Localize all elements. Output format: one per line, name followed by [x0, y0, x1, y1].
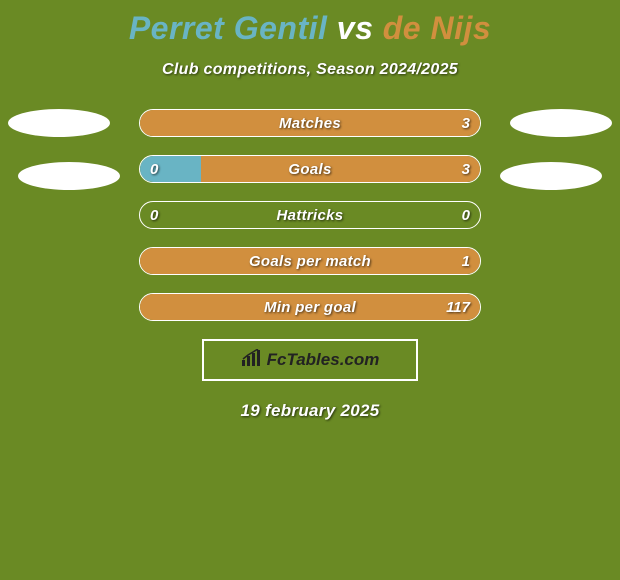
date-text: 19 february 2025: [0, 401, 620, 421]
stat-label: Goals: [140, 156, 480, 182]
stat-value-right: 3: [462, 156, 470, 182]
comparison-card: Perret Gentil vs de Nijs Club competitio…: [0, 0, 620, 580]
stats-area: Matches3Goals03Hattricks00Goals per matc…: [0, 109, 620, 321]
stat-bars: Matches3Goals03Hattricks00Goals per matc…: [139, 109, 481, 321]
stat-row: Goals per match1: [139, 247, 481, 275]
stat-value-left: 0: [150, 202, 158, 228]
avatar-placeholder-left-2: [18, 162, 120, 190]
stat-label: Min per goal: [140, 294, 480, 320]
page-title: Perret Gentil vs de Nijs: [0, 0, 620, 47]
stat-row: Hattricks0 0: [139, 201, 481, 229]
subtitle: Club competitions, Season 2024/2025: [0, 61, 620, 79]
vs-text: vs: [337, 10, 374, 46]
stat-value-right: 3: [462, 110, 470, 136]
stat-label: Matches: [140, 110, 480, 136]
avatar-placeholder-right-2: [500, 162, 602, 190]
player2-name: de Nijs: [383, 10, 491, 46]
chart-icon: [241, 349, 263, 372]
stat-label: Hattricks: [140, 202, 480, 228]
player1-name: Perret Gentil: [129, 10, 328, 46]
stat-value-left: 0: [150, 156, 158, 182]
stat-value-right: 0: [462, 202, 470, 228]
stat-row: Goals0 3: [139, 155, 481, 183]
stat-row: Min per goal117: [139, 293, 481, 321]
fctables-logo[interactable]: FcTables.com: [202, 339, 418, 381]
stat-row: Matches3: [139, 109, 481, 137]
avatar-placeholder-right-1: [510, 109, 612, 137]
stat-value-right: 1: [462, 248, 470, 274]
logo-text: FcTables.com: [267, 350, 380, 370]
stat-value-right: 117: [446, 294, 470, 320]
stat-label: Goals per match: [140, 248, 480, 274]
avatar-placeholder-left-1: [8, 109, 110, 137]
